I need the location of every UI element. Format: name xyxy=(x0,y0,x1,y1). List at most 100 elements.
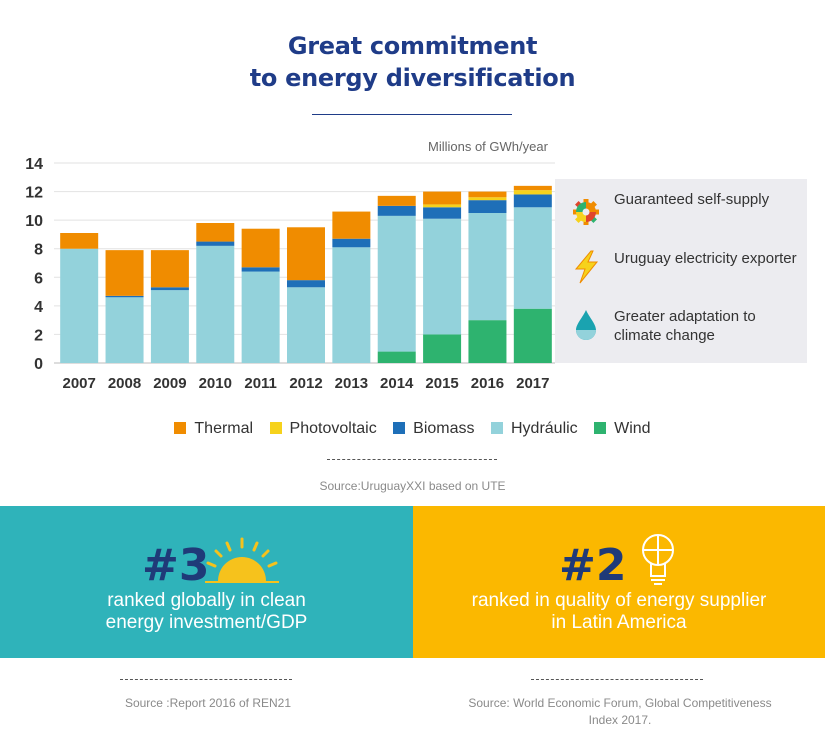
bar-segment-hydrulic xyxy=(150,290,189,363)
benefits-panel: Guaranteed self-supply Uruguay electrici… xyxy=(555,179,807,363)
y-tick-label: 14 xyxy=(25,156,43,173)
bar-segment-photovoltaic xyxy=(513,190,552,195)
bar-segment-biomass xyxy=(196,241,235,246)
bar-segment-biomass xyxy=(150,287,189,291)
bar-segment-biomass xyxy=(423,207,462,219)
bar-segment-biomass xyxy=(468,200,507,213)
x-tick-label: 2013 xyxy=(335,375,368,392)
description-energy-supplier: ranked in quality of energy supplier in … xyxy=(413,590,825,634)
bar-segment-hydrulic xyxy=(196,245,235,363)
benefit-text-exporter: Uruguay electricity exporter xyxy=(614,250,797,267)
title-line-1: Great commitment xyxy=(287,32,538,60)
legend-swatch-biomass xyxy=(393,422,406,434)
bar-segment-photovoltaic xyxy=(423,204,462,208)
description-clean-energy-line-2: energy investment/GDP xyxy=(105,612,308,633)
source-divider xyxy=(327,459,497,460)
bar-segment-hydrulic xyxy=(105,297,144,363)
legend-label-hydraulic: Hydráulic xyxy=(510,420,578,437)
x-tick-label: 2012 xyxy=(289,375,322,392)
water-drop-icon xyxy=(576,310,596,340)
source-left: Source :Report 2016 of REN21 xyxy=(124,696,292,710)
benefit-text-climate: Greater adaptation to climate change xyxy=(614,308,756,344)
bar-segment-biomass xyxy=(513,194,552,208)
x-tick-label: 2008 xyxy=(108,375,141,392)
bar-segment-hydrulic xyxy=(332,247,371,363)
y-axis-ticks: 0 2 4 6 8 10 12 14 xyxy=(25,156,43,373)
source-divider-left xyxy=(120,679,292,680)
x-tick-label: 2011 xyxy=(244,375,277,392)
x-tick-label: 2007 xyxy=(62,375,95,392)
bar-segment-photovoltaic xyxy=(468,197,507,201)
y-axis-unit-label: Millions of GWh/year xyxy=(428,139,548,154)
y-tick-label: 10 xyxy=(25,213,43,230)
gear-icon xyxy=(573,199,599,225)
x-tick-label: 2017 xyxy=(516,375,549,392)
legend-swatch-hydraulic xyxy=(490,422,503,434)
bar-segment-biomass xyxy=(105,295,144,298)
chart-source: Source:UruguayXXI based on UTE xyxy=(319,479,506,493)
sun-icon xyxy=(205,537,279,583)
legend-item-wind: Wind xyxy=(594,420,651,438)
source-right-line-1: Source: World Economic Forum, Global Com… xyxy=(468,696,772,710)
description-energy-supplier-line-2: in Latin America xyxy=(551,612,687,633)
y-tick-label: 12 xyxy=(25,185,43,202)
x-tick-label: 2010 xyxy=(199,375,232,392)
lightbulb-icon xyxy=(642,534,674,585)
legend-swatch-wind xyxy=(594,422,607,434)
bar-segment-wind xyxy=(468,320,507,363)
legend-item-biomass: Biomass xyxy=(393,420,475,438)
x-tick-label: 2016 xyxy=(471,375,504,392)
y-tick-label: 2 xyxy=(34,327,43,344)
bar-segment-hydrulic xyxy=(60,248,99,363)
source-right: Source: World Economic Forum, Global Com… xyxy=(430,695,810,729)
legend-label-thermal: Thermal xyxy=(194,420,254,437)
bar-segment-thermal xyxy=(60,233,99,249)
description-clean-energy: ranked globally in clean energy investme… xyxy=(0,590,413,634)
bar-segment-thermal xyxy=(150,250,189,288)
bar-segment-hydrulic xyxy=(241,271,280,363)
legend-label-biomass: Biomass xyxy=(413,420,475,437)
y-tick-label: 0 xyxy=(34,356,43,373)
y-tick-label: 6 xyxy=(34,270,43,287)
description-clean-energy-line-1: ranked globally in clean xyxy=(107,590,306,611)
legend-swatch-thermal xyxy=(174,422,187,434)
legend-label-wind: Wind xyxy=(614,420,651,437)
bar-segment-thermal xyxy=(287,227,325,281)
bar-segment-thermal xyxy=(377,195,416,206)
x-axis-ticks: 2007 2008 2009 2010 2011 2012 2013 2014 2015 2016… xyxy=(62,375,549,392)
page-title: Great commitment to energy diversificati… xyxy=(0,30,825,94)
bar-segment-thermal xyxy=(105,250,144,296)
legend-item-photovoltaic: Photovoltaic xyxy=(269,420,377,438)
bar-segment-hydrulic xyxy=(287,287,325,363)
stat-card-energy-supplier: #2 ranked in quality of energy supplier … xyxy=(413,506,825,658)
bar-segment-wind xyxy=(513,308,552,363)
rank-clean-energy: #3 xyxy=(142,540,210,591)
y-tick-label: 8 xyxy=(34,242,43,259)
bar-segment-wind xyxy=(423,334,462,363)
legend-item-thermal: Thermal xyxy=(174,420,253,438)
chart-legend: Thermal Photovoltaic Biomass Hydráulic W… xyxy=(0,420,825,438)
bar-segment-thermal xyxy=(513,185,552,191)
legend-label-photovoltaic: Photovoltaic xyxy=(289,420,377,437)
title-divider xyxy=(312,114,512,115)
y-tick-label: 4 xyxy=(34,299,43,316)
benefit-text-self-supply: Guaranteed self-supply xyxy=(614,191,770,208)
source-right-line-2: Index 2017. xyxy=(588,713,652,727)
lightning-icon xyxy=(574,250,599,284)
bar-segment-biomass xyxy=(377,205,416,216)
bar-segment-biomass xyxy=(332,238,371,248)
bar-segment-thermal xyxy=(468,191,507,198)
source-divider-right xyxy=(531,679,703,680)
description-energy-supplier-line-1: ranked in quality of energy supplier xyxy=(471,590,767,611)
x-tick-label: 2015 xyxy=(425,375,458,392)
bar-segment-thermal xyxy=(196,223,235,242)
bar-segment-thermal xyxy=(241,228,280,268)
bar-segment-hydrulic xyxy=(513,207,552,309)
legend-item-hydraulic: Hydráulic xyxy=(490,420,578,438)
bar-segment-thermal xyxy=(423,191,462,205)
x-tick-label: 2009 xyxy=(153,375,186,392)
bar-segment-hydrulic xyxy=(423,218,462,335)
title-line-2: to energy diversification xyxy=(249,64,576,92)
energy-generation-chart: 0 2 4 6 8 10 12 14 2007 2008 2009 2010 2011 2012 2013… xyxy=(25,156,555,392)
bar-segment-hydrulic xyxy=(468,213,507,321)
